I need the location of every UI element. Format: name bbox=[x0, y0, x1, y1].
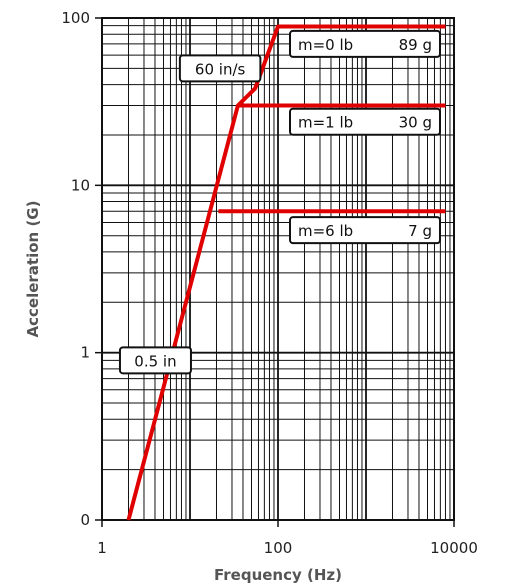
annotation-value: 89 g bbox=[399, 36, 432, 54]
annotation-m6: m=6 lb 7 g bbox=[289, 216, 441, 245]
grid bbox=[102, 18, 454, 520]
annotation-value: 7 g bbox=[408, 222, 432, 240]
annotation-box bbox=[289, 216, 441, 245]
annotation-label: 0.5 in bbox=[134, 352, 176, 370]
annotation-label: 60 in/s bbox=[195, 60, 246, 78]
annotation-label: m=1 lb bbox=[298, 114, 353, 132]
x-axis-title: Frequency (Hz) bbox=[214, 566, 342, 584]
annotation-m1: m=1 lb 30 g bbox=[289, 107, 441, 136]
annotation-box bbox=[289, 107, 441, 136]
y-tick-label: 0 bbox=[80, 511, 90, 529]
x-tick-label: 100 bbox=[264, 539, 293, 557]
y-tick-label: 100 bbox=[61, 9, 90, 27]
annotation-value: 30 g bbox=[399, 114, 432, 132]
y-tick-label: 1 bbox=[80, 344, 90, 362]
annotation-m0: m=0 lb 89 g bbox=[289, 29, 441, 58]
annotation-box bbox=[178, 54, 262, 83]
annotation-label: m=6 lb bbox=[298, 222, 353, 240]
x-tick-label: 1 bbox=[97, 539, 107, 557]
annotation-velocity: 60 in/s bbox=[178, 54, 262, 83]
annotation-label: m=0 lb bbox=[298, 36, 353, 54]
annotation-box bbox=[118, 346, 192, 375]
series-lines bbox=[126, 24, 446, 521]
annotation-displacement: 0.5 in bbox=[118, 346, 192, 375]
annotation-box bbox=[289, 29, 441, 58]
annotation-boxes: 60 in/s m=0 lb 89 g m=1 lb 30 g m=6 lb 7 g 0.5 … bbox=[118, 29, 441, 375]
y-axis-title: Acceleration (G) bbox=[24, 201, 42, 338]
y-tick-label: 10 bbox=[71, 176, 90, 194]
series-line-1 bbox=[126, 24, 446, 521]
x-tick-label: 10000 bbox=[430, 539, 478, 557]
